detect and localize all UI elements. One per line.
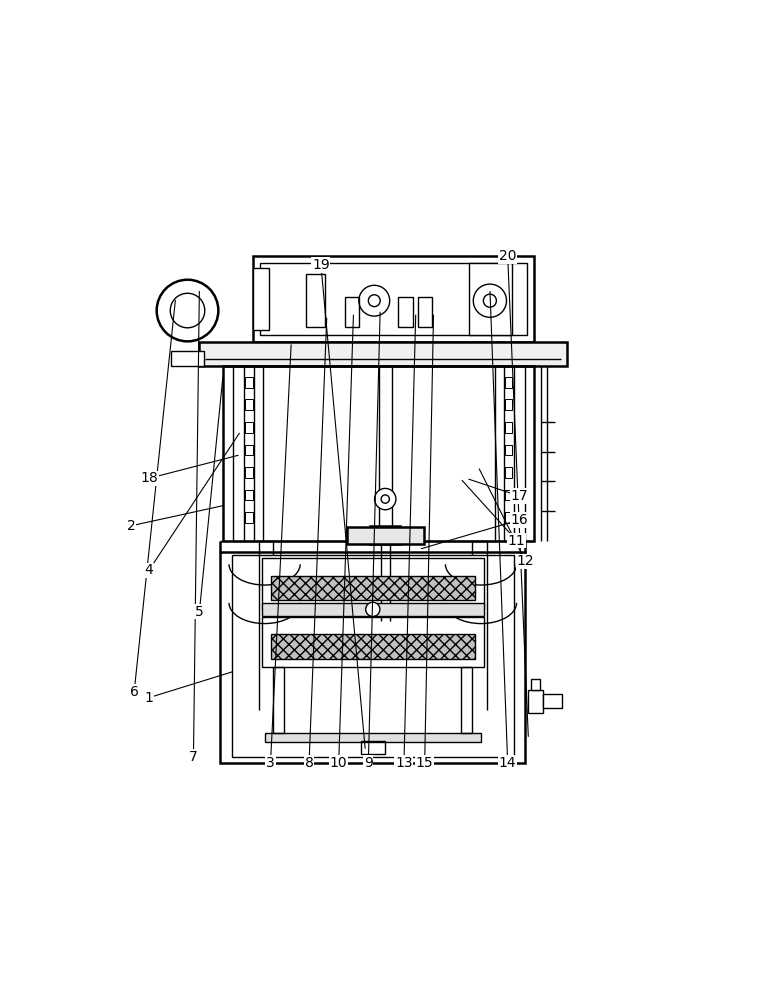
Text: 11: 11 — [508, 534, 526, 548]
Circle shape — [366, 602, 380, 616]
Text: 10: 10 — [330, 756, 347, 770]
Bar — [233, 366, 525, 541]
Bar — [271, 576, 475, 600]
Bar — [461, 667, 472, 733]
Bar — [532, 679, 540, 690]
Text: 9: 9 — [364, 756, 373, 770]
Bar — [505, 467, 513, 478]
Text: 7: 7 — [189, 750, 198, 764]
Text: 12: 12 — [516, 554, 534, 568]
Text: 6: 6 — [130, 685, 138, 699]
Bar — [252, 256, 534, 342]
Bar — [370, 526, 400, 544]
Bar — [262, 558, 484, 609]
Circle shape — [157, 280, 218, 341]
Bar — [306, 274, 325, 327]
Bar — [245, 377, 252, 388]
Bar — [347, 527, 424, 544]
Bar — [252, 268, 269, 330]
Bar — [361, 741, 385, 754]
Bar — [223, 366, 534, 541]
Bar — [245, 422, 252, 433]
Text: 18: 18 — [140, 471, 158, 485]
Bar — [398, 297, 413, 327]
Text: 20: 20 — [499, 249, 516, 263]
Text: 16: 16 — [511, 513, 529, 527]
Bar — [245, 399, 252, 410]
Text: 8: 8 — [304, 756, 314, 770]
Text: 1: 1 — [145, 691, 154, 705]
Bar — [469, 263, 512, 335]
Bar — [505, 512, 513, 523]
Bar — [543, 694, 562, 708]
Bar — [271, 634, 475, 659]
Text: 17: 17 — [511, 489, 529, 503]
Bar — [505, 422, 513, 433]
Bar — [200, 342, 567, 366]
Bar — [529, 690, 543, 713]
Circle shape — [483, 294, 496, 307]
Bar — [418, 297, 432, 327]
Bar — [245, 467, 252, 478]
Circle shape — [375, 488, 396, 510]
Text: 15: 15 — [416, 756, 434, 770]
Bar — [505, 399, 513, 410]
Text: 5: 5 — [195, 605, 203, 619]
Bar — [262, 617, 484, 667]
Circle shape — [369, 295, 380, 307]
Circle shape — [381, 495, 389, 503]
Bar — [274, 667, 284, 733]
Bar — [262, 603, 484, 616]
Bar — [505, 377, 513, 388]
Bar — [505, 490, 513, 500]
Text: 14: 14 — [499, 756, 516, 770]
Bar — [245, 512, 252, 523]
Text: 4: 4 — [145, 563, 153, 577]
Bar — [265, 733, 481, 742]
Bar — [232, 555, 513, 757]
Bar — [245, 445, 252, 455]
Text: 2: 2 — [127, 519, 135, 533]
Bar — [344, 297, 360, 327]
Text: 19: 19 — [312, 258, 330, 272]
Bar — [505, 445, 513, 455]
Bar — [220, 552, 526, 763]
Bar — [245, 490, 252, 500]
Text: 13: 13 — [395, 756, 413, 770]
Circle shape — [171, 293, 205, 328]
Text: 3: 3 — [266, 756, 275, 770]
Bar — [171, 351, 204, 366]
Bar — [260, 263, 527, 335]
